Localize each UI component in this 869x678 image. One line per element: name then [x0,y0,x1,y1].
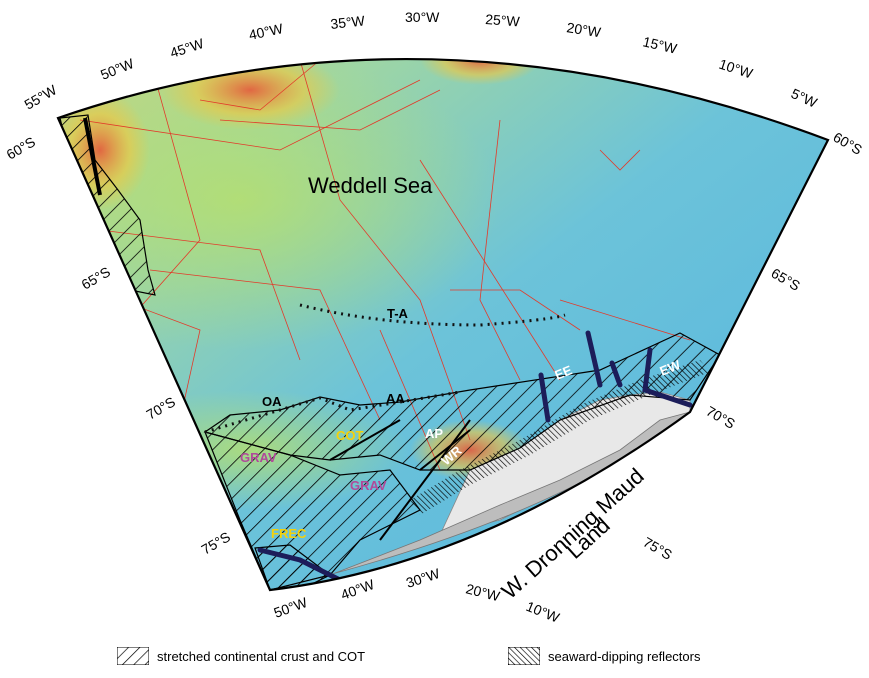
feature-label-frec: FREC [271,526,307,541]
lon-label: 55°W [22,81,60,112]
feature-label-ap: AP [425,426,443,441]
lon-label: 50°W [98,55,137,83]
lon-label: 35°W [330,12,367,32]
map-frame [56,58,830,592]
lon-label: 45°W [168,35,206,61]
lat-label: 70°S [144,393,178,422]
lon-label: 25°W [485,11,521,29]
lat-label: 60°S [4,133,38,162]
hatch-wide-swatch [117,647,149,665]
lon-label: 10°W [717,56,755,82]
profile-lines [257,330,693,583]
feature-label-oa: OA [262,394,282,409]
lat-label: 75°S [199,528,233,557]
lat-label: 75°S [641,534,675,563]
feature-label-grav: GRAV [240,450,277,465]
lon-label: 20°W [566,19,603,40]
western-margin-line [83,117,102,196]
lon-label: 30°W [405,9,440,25]
feature-label-aa: AA [386,391,405,406]
lat-label: 65°S [79,263,113,292]
sea-name-label: Weddell Sea [308,173,433,198]
feature-label-grav: GRAV [350,478,387,493]
lon-label: 5°W [789,85,821,111]
lat-label: 60°S [831,129,865,158]
fault-lines [329,419,471,541]
feature-label-ee: EE [553,362,575,383]
lon-label: 30°W [404,565,442,591]
legend-label: seaward-dipping reflectors [548,648,701,664]
feature-label-ta: T-A [387,306,409,321]
seaward-dipping-reflectors [410,360,710,515]
legend-label: stretched continental crust and COT [157,648,366,664]
legend-item-seaward-dipping: seaward-dipping reflectors [508,646,700,666]
lon-label: 10°W [524,598,563,626]
gravity-high [160,59,340,130]
lon-label: 15°W [641,33,679,57]
legend-item-stretched-crust: stretched continental crust and COT [117,646,365,666]
lat-label: 70°S [704,403,738,432]
stretched-crust-region [203,332,721,471]
lon-label: 40°W [247,20,285,43]
feature-label-cot: COT [336,428,364,443]
lat-label: 65°S [769,265,803,294]
lon-label: 40°W [339,576,378,603]
hatch-fine-swatch [508,647,540,665]
lon-label: 50°W [272,594,311,621]
